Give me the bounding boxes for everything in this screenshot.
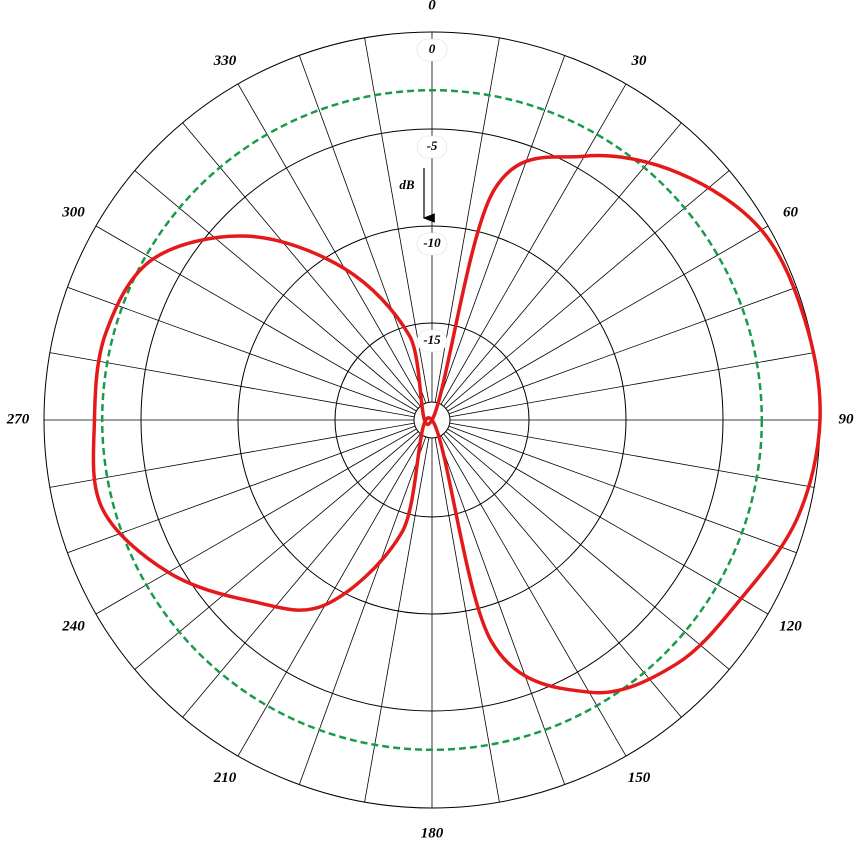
spoke: [364, 437, 430, 803]
spoke: [237, 83, 424, 405]
r-tick-label: -5: [427, 138, 438, 153]
r-tick-label: 0: [429, 41, 436, 56]
theta-tick-label: 0: [428, 0, 436, 13]
spoke: [237, 435, 424, 757]
ring: [237, 225, 627, 615]
ring: [334, 322, 530, 518]
spoke: [95, 225, 417, 412]
spoke: [437, 436, 566, 785]
theta-tick-label: 270: [6, 411, 30, 427]
theta-tick-label: 210: [213, 770, 237, 786]
spoke: [449, 422, 815, 488]
theta-tick-label: 240: [61, 618, 85, 634]
spoke: [298, 55, 427, 404]
theta-tick-label: 180: [421, 825, 444, 841]
r-tick-label: -10: [423, 235, 441, 250]
r-label-box: [416, 135, 448, 159]
spoke: [298, 436, 427, 785]
spoke: [443, 122, 682, 407]
spoke: [437, 55, 566, 404]
spoke: [182, 122, 421, 407]
theta-tick-label: 330: [213, 53, 237, 69]
spoke: [434, 437, 500, 803]
pattern-line: [91, 153, 822, 695]
theta-tick-label: 150: [628, 770, 651, 786]
spoke: [95, 428, 417, 615]
spoke: [447, 428, 769, 615]
spoke: [440, 435, 627, 757]
r-label-box: [416, 38, 448, 62]
spoke: [447, 225, 769, 412]
spoke: [49, 422, 415, 488]
r-axis-label: dB: [399, 177, 415, 192]
spoke: [49, 352, 415, 418]
spoke: [67, 425, 416, 554]
theta-tick-label: 60: [783, 204, 799, 220]
r-label-box: [416, 232, 448, 256]
spoke: [448, 425, 797, 554]
theta-tick-label: 30: [631, 53, 648, 69]
r-label-box: [416, 329, 448, 353]
spoke: [134, 170, 419, 409]
spoke: [440, 83, 627, 405]
ring: [140, 128, 724, 712]
spoke: [443, 433, 682, 718]
theta-tick-label: 300: [61, 204, 85, 220]
spoke: [134, 431, 419, 670]
spoke: [445, 170, 730, 409]
spoke: [182, 433, 421, 718]
spoke: [448, 286, 797, 415]
spoke: [449, 352, 815, 418]
r-tick-label: -15: [423, 332, 441, 347]
reference-circle: [100, 88, 764, 752]
spoke: [67, 286, 416, 415]
theta-tick-label: 90: [839, 411, 855, 427]
theta-tick-label: 120: [779, 618, 802, 634]
spoke: [445, 431, 730, 670]
